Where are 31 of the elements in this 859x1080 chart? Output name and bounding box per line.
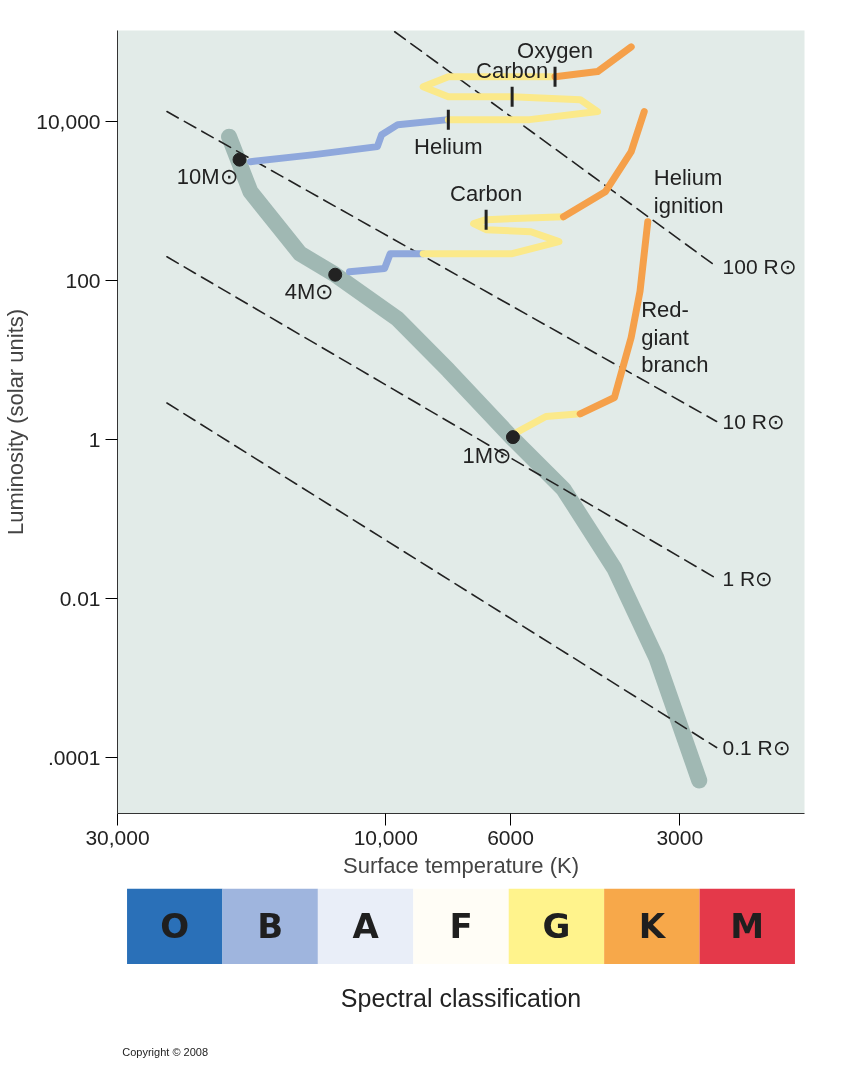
category-label: M <box>730 906 765 947</box>
y-axis-title: Luminosity (solar units) <box>3 308 29 536</box>
text: Spectral classification <box>340 984 582 1013</box>
annotation: 4M⊙ <box>284 278 334 304</box>
series-label: 100 R⊙ <box>722 255 797 279</box>
category-label: O <box>160 906 190 947</box>
category-label: K <box>638 906 667 947</box>
category-label: A <box>352 906 380 947</box>
y-tick-label: 100 <box>65 268 101 292</box>
text: Copyright © 2008 <box>122 1045 209 1058</box>
x-tick-label: 6000 <box>487 825 534 849</box>
annotation: Helium ignition <box>653 165 724 218</box>
series-label: 0.1 R⊙ <box>722 736 791 760</box>
annotation: Helium <box>414 133 483 159</box>
annotation: Carbon <box>450 180 523 206</box>
category-label: B <box>257 906 284 947</box>
y-tick-label: 1 <box>88 427 101 451</box>
annotation: 10M⊙ <box>176 163 238 189</box>
y-tick-label: 0.01 <box>59 586 101 610</box>
annotation: 1M⊙ <box>462 443 511 469</box>
x-tick-label: 30,000 <box>85 825 150 849</box>
x-axis-title: Surface temperature (K) <box>343 852 579 878</box>
x-tick-label: 3000 <box>656 825 704 849</box>
series-label: 1 R⊙ <box>722 567 774 591</box>
category-label: F <box>449 906 473 947</box>
series-label: 10 R⊙ <box>722 409 785 433</box>
category-label: G <box>542 906 571 947</box>
annotation: Red- giant branch <box>641 297 709 378</box>
y-tick-label: 10,000 <box>36 109 101 133</box>
y-tick-label: .0001 <box>47 745 101 769</box>
x-tick-label: 10,000 <box>353 825 418 849</box>
